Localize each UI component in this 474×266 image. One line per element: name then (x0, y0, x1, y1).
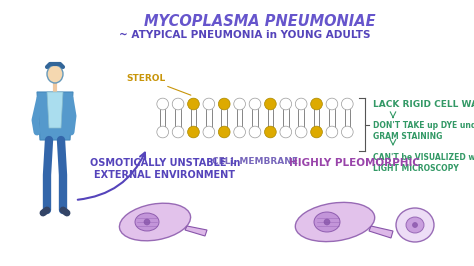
Ellipse shape (234, 126, 246, 138)
Ellipse shape (219, 126, 230, 138)
Ellipse shape (188, 98, 199, 110)
Ellipse shape (324, 219, 330, 225)
Polygon shape (37, 92, 73, 140)
Ellipse shape (295, 98, 307, 110)
Text: LACK RIGID CELL WALL: LACK RIGID CELL WALL (373, 100, 474, 109)
Ellipse shape (396, 208, 434, 242)
Ellipse shape (406, 217, 424, 233)
Ellipse shape (264, 98, 276, 110)
Ellipse shape (47, 65, 63, 83)
Ellipse shape (144, 219, 150, 225)
Ellipse shape (326, 126, 338, 138)
Ellipse shape (157, 98, 169, 110)
Ellipse shape (310, 126, 322, 138)
Ellipse shape (172, 126, 184, 138)
Ellipse shape (280, 98, 292, 110)
Polygon shape (369, 226, 393, 238)
Ellipse shape (295, 126, 307, 138)
Ellipse shape (219, 98, 230, 110)
Ellipse shape (341, 126, 353, 138)
Ellipse shape (341, 98, 353, 110)
Ellipse shape (157, 126, 169, 138)
Text: CAN'T be VISUALIZED w/
LIGHT MICROSCOPY: CAN'T be VISUALIZED w/ LIGHT MICROSCOPY (373, 153, 474, 173)
Ellipse shape (119, 203, 191, 241)
Ellipse shape (203, 98, 215, 110)
Ellipse shape (412, 222, 418, 227)
Polygon shape (185, 226, 207, 236)
Ellipse shape (135, 213, 159, 231)
Ellipse shape (295, 202, 375, 242)
Text: OSMOTICALLY UNSTABLE in
EXTERNAL ENVIRONMENT: OSMOTICALLY UNSTABLE in EXTERNAL ENVIRON… (90, 158, 240, 180)
Text: HIGHLY PLEOMORPHIC: HIGHLY PLEOMORPHIC (290, 158, 420, 168)
Ellipse shape (264, 126, 276, 138)
Ellipse shape (249, 98, 261, 110)
Text: STEROL: STEROL (126, 74, 191, 95)
Ellipse shape (314, 212, 340, 232)
Ellipse shape (234, 98, 246, 110)
Ellipse shape (280, 126, 292, 138)
Text: DON'T TAKE up DYE under
GRAM STAINING: DON'T TAKE up DYE under GRAM STAINING (373, 120, 474, 141)
Ellipse shape (326, 98, 338, 110)
Ellipse shape (172, 98, 184, 110)
Polygon shape (47, 92, 63, 128)
Text: MYCOPLASMA PNEUMONIAE: MYCOPLASMA PNEUMONIAE (144, 14, 376, 29)
Text: CELL MEMBRANE: CELL MEMBRANE (212, 157, 298, 166)
Text: ~ ATYPICAL PNEUMONIA in YOUNG ADULTS: ~ ATYPICAL PNEUMONIA in YOUNG ADULTS (119, 30, 371, 40)
Ellipse shape (249, 126, 261, 138)
Ellipse shape (188, 126, 199, 138)
Ellipse shape (310, 98, 322, 110)
Ellipse shape (203, 126, 215, 138)
